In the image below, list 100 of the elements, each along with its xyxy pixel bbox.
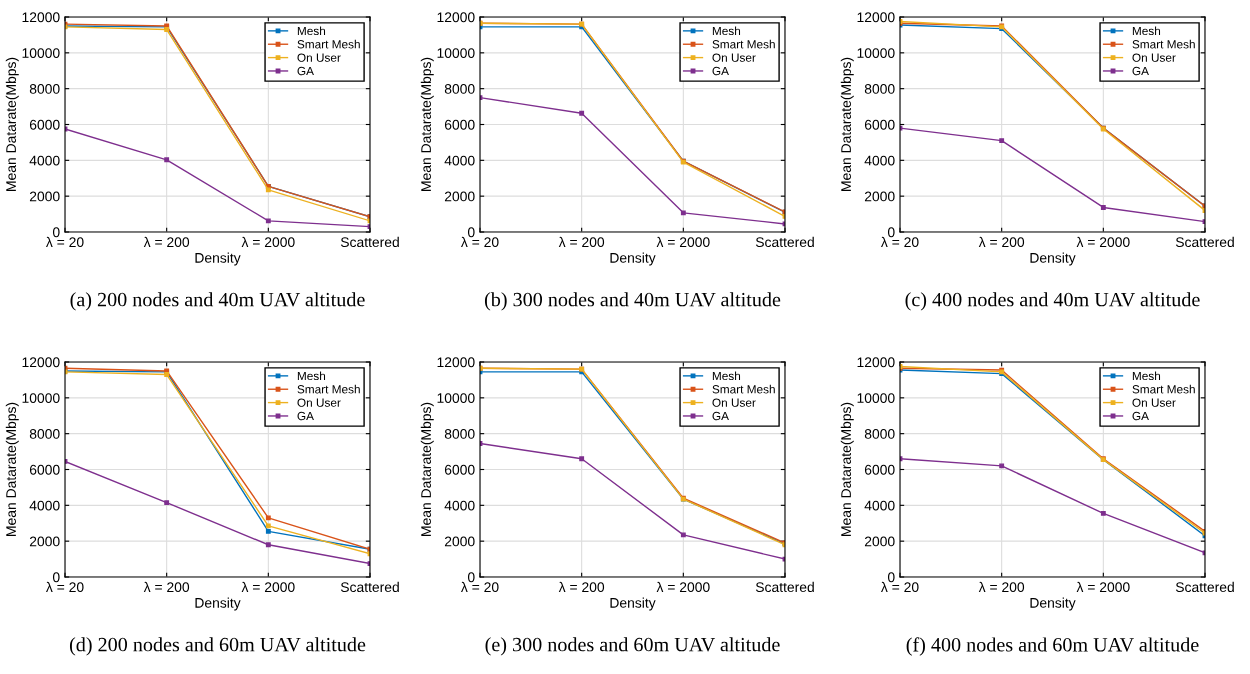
y-tick-label: 10000 (857, 48, 895, 58)
legend-label: GA (297, 66, 314, 76)
y-tick-label: 10000 (857, 393, 895, 403)
y-tick-label: 2000 (444, 191, 475, 202)
x-tick-label: λ = 200 (978, 236, 1025, 248)
y-axis-title: Mean Datarate(Mbps) (840, 402, 854, 536)
legend-label: Smart Mesh (297, 384, 360, 394)
legend-label: GA (1132, 66, 1149, 76)
x-tick-label: λ = 2000 (1076, 581, 1130, 593)
legend-label: GA (712, 411, 729, 421)
y-tick-label: 0 (467, 572, 475, 583)
y-tick-label: 12000 (857, 357, 895, 368)
x-tick-label: Scattered (755, 581, 814, 593)
y-tick-label: 0 (467, 227, 475, 238)
x-axis-title: Density (195, 597, 241, 611)
y-axis-title: Mean Datarate(Mbps) (5, 402, 19, 536)
x-tick-label: Scattered (340, 236, 399, 248)
y-tick-label: 4000 (864, 155, 895, 166)
legend-label: On User (712, 398, 756, 407)
legend-label: On User (297, 53, 341, 62)
y-axis-title: Mean Datarate(Mbps) (420, 402, 434, 536)
text: (d) 200 nodes and 60m UAV altitude (69, 637, 366, 656)
legend-label: Smart Mesh (1132, 39, 1195, 49)
y-tick-label: 2000 (29, 536, 60, 547)
x-tick-label: λ = 2000 (656, 236, 710, 248)
y-tick-label: 10000 (22, 48, 60, 58)
y-tick-label: 8000 (29, 84, 60, 94)
text: (b) 300 nodes and 40m UAV altitude (484, 292, 781, 311)
legend-label: Smart Mesh (712, 39, 775, 49)
x-tick-label: λ = 2000 (241, 236, 295, 248)
y-tick-label: 12000 (857, 12, 895, 23)
x-tick-label: λ = 200 (558, 581, 605, 593)
x-tick-label: λ = 200 (143, 581, 190, 593)
y-tick-label: 12000 (437, 357, 475, 368)
legend-label: Smart Mesh (712, 384, 775, 394)
y-tick-label: 6000 (444, 464, 475, 475)
legend-label: Mesh (1132, 371, 1161, 381)
y-tick-label: 2000 (864, 536, 895, 547)
y-tick-label: 4000 (29, 500, 60, 511)
legend-label: Mesh (712, 26, 741, 36)
legend-label: GA (1132, 411, 1149, 421)
x-tick-label: Scattered (1175, 236, 1234, 248)
text: (a) 200 nodes and 40m UAV altitude (70, 292, 365, 311)
y-tick-label: 12000 (22, 12, 60, 23)
y-axis-title: Mean Datarate(Mbps) (840, 57, 854, 191)
text: (e) 300 nodes and 60m UAV altitude (485, 637, 780, 656)
y-tick-label: 4000 (864, 500, 895, 511)
y-tick-label: 10000 (437, 393, 475, 403)
y-tick-label: 4000 (29, 155, 60, 166)
y-tick-label: 8000 (864, 429, 895, 439)
y-tick-label: 12000 (22, 357, 60, 368)
x-tick-label: Scattered (340, 581, 399, 593)
y-tick-label: 10000 (22, 393, 60, 403)
y-tick-label: 0 (887, 572, 895, 583)
legend-label: Mesh (712, 371, 741, 381)
x-axis-title: Density (610, 597, 656, 611)
legend-label: GA (297, 411, 314, 421)
x-tick-label: λ = 2000 (1076, 236, 1130, 248)
x-tick-label: Scattered (1175, 581, 1234, 593)
legend-label: On User (297, 398, 341, 407)
y-tick-label: 0 (52, 572, 60, 583)
y-tick-label: 6000 (864, 119, 895, 130)
legend-label: Mesh (297, 26, 326, 36)
text: (c) 400 nodes and 40m UAV altitude (905, 292, 1200, 311)
x-tick-label: λ = 200 (978, 581, 1025, 593)
legend-label: On User (1132, 53, 1176, 62)
y-tick-label: 6000 (29, 464, 60, 475)
y-tick-label: 8000 (864, 84, 895, 94)
y-tick-label: 8000 (444, 84, 475, 94)
y-tick-label: 6000 (29, 119, 60, 130)
legend-label: GA (712, 66, 729, 76)
y-tick-label: 2000 (29, 191, 60, 202)
legend-label: On User (712, 53, 756, 62)
x-axis-title: Density (610, 252, 656, 266)
x-axis-title: Density (1030, 252, 1076, 266)
x-tick-label: λ = 200 (143, 236, 190, 248)
y-tick-label: 4000 (444, 500, 475, 511)
y-tick-label: 4000 (444, 155, 475, 166)
legend-label: Mesh (1132, 26, 1161, 36)
legend-label: Smart Mesh (297, 39, 360, 49)
x-tick-label: λ = 2000 (656, 581, 710, 593)
y-tick-label: 6000 (864, 464, 895, 475)
y-tick-label: 10000 (437, 48, 475, 58)
y-axis-title: Mean Datarate(Mbps) (5, 57, 19, 191)
x-axis-title: Density (1030, 597, 1076, 611)
y-tick-label: 0 (52, 227, 60, 238)
legend-label: Smart Mesh (1132, 384, 1195, 394)
x-tick-label: λ = 200 (558, 236, 605, 248)
y-tick-label: 8000 (29, 429, 60, 439)
y-tick-label: 0 (887, 227, 895, 238)
text: (f) 400 nodes and 60m UAV altitude (906, 637, 1199, 656)
y-tick-label: 2000 (864, 191, 895, 202)
x-axis-title: Density (195, 252, 241, 266)
y-tick-label: 2000 (444, 536, 475, 547)
y-tick-label: 12000 (437, 12, 475, 23)
y-tick-label: 8000 (444, 429, 475, 439)
legend-label: Mesh (297, 371, 326, 381)
x-tick-label: Scattered (755, 236, 814, 248)
y-axis-title: Mean Datarate(Mbps) (420, 57, 434, 191)
x-tick-label: λ = 2000 (241, 581, 295, 593)
